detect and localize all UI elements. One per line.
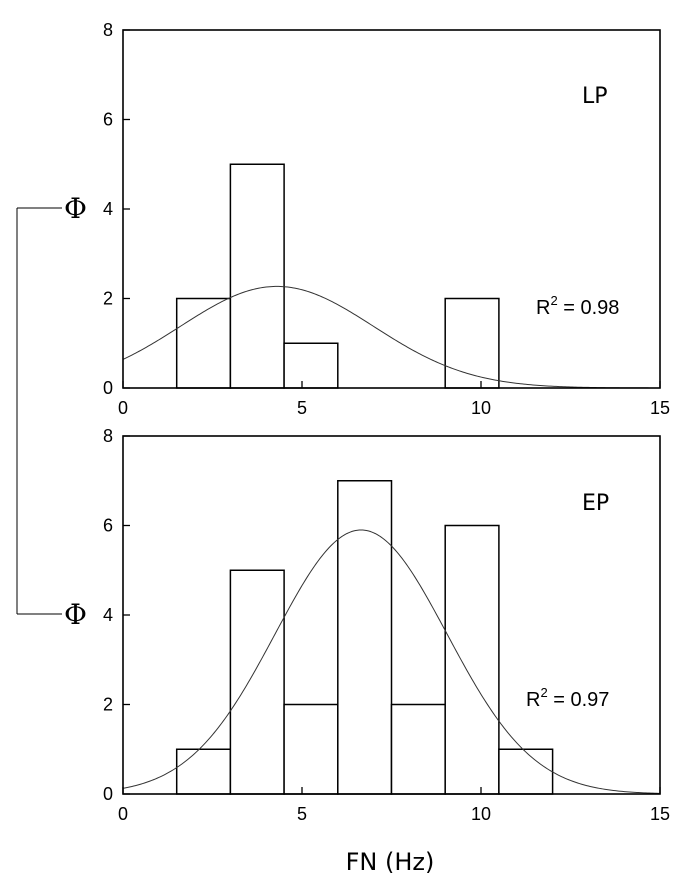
ep-bar-0 <box>175 748 232 795</box>
lp-x-ticks: 0 5 10 15 <box>118 381 670 418</box>
ep-bar-5 <box>444 524 500 795</box>
lp-panel-label: LP <box>582 84 608 109</box>
lp-r2-superscript: 2 <box>550 293 557 308</box>
lp-y-tick-label-3: 6 <box>103 110 113 130</box>
lp-bar-3 <box>444 297 500 389</box>
ep-bar-3 <box>337 480 393 795</box>
lp-y-ticks: 0 2 4 6 8 <box>103 20 130 398</box>
lp-bars <box>175 163 500 389</box>
ep-bar-1 <box>229 569 285 795</box>
ep-x-tick-label-3: 15 <box>650 804 670 824</box>
ep-r2-value: = 0.97 <box>548 689 610 711</box>
ep-x-ticks: 0 5 10 15 <box>118 787 670 824</box>
ep-gaussian-fit-curve <box>122 529 661 794</box>
shared-ylabel-bracket <box>16 207 62 615</box>
ep-y-tick-label-3: 6 <box>103 516 113 536</box>
ep-y-ticks: 0 2 4 6 8 <box>103 426 130 804</box>
lp-y-axis-label: Φ <box>64 192 87 225</box>
ep-r2-superscript: 2 <box>540 685 547 700</box>
ep-r-squared-annotation: R2 = 0.97 <box>526 685 609 711</box>
lp-bar-2 <box>283 342 339 389</box>
ep-y-tick-label-0: 0 <box>103 784 113 804</box>
lp-gaussian-fit-curve <box>122 285 660 389</box>
lp-y-tick-label-0: 0 <box>103 378 113 398</box>
ep-r2-label: R <box>526 689 540 711</box>
lp-r2-value: = 0.98 <box>558 297 620 319</box>
ep-y-tick-label-1: 2 <box>103 695 113 715</box>
ep-bar-2 <box>283 703 339 795</box>
x-axis-label: FN (Hz) <box>346 848 435 876</box>
ep-y-axis-label: Φ <box>64 598 87 631</box>
ep-bar-6 <box>498 748 554 795</box>
lp-y-tick-label-2: 4 <box>103 199 113 219</box>
lp-y-tick-label-4: 8 <box>103 20 113 40</box>
ep-bars <box>175 480 554 795</box>
lp-r-squared-annotation: R2 = 0.98 <box>536 293 619 319</box>
ep-x-tick-label-0: 0 <box>118 804 128 824</box>
lp-bar-1 <box>229 163 285 389</box>
ep-x-tick-label-2: 10 <box>471 804 491 824</box>
lp-x-tick-label-1: 5 <box>297 398 307 418</box>
lp-x-tick-label-0: 0 <box>118 398 128 418</box>
lp-r2-label: R <box>536 297 550 319</box>
ep-x-tick-label-1: 5 <box>297 804 307 824</box>
lp-bar-0 <box>175 297 232 389</box>
ep-y-tick-label-2: 4 <box>103 605 113 625</box>
lp-x-tick-label-2: 10 <box>471 398 491 418</box>
ep-panel-label: EP <box>582 491 609 516</box>
lp-y-tick-label-1: 2 <box>103 289 113 309</box>
ep-bar-4 <box>390 703 446 795</box>
ep-y-tick-label-4: 8 <box>103 426 113 446</box>
lp-x-tick-label-3: 15 <box>650 398 670 418</box>
